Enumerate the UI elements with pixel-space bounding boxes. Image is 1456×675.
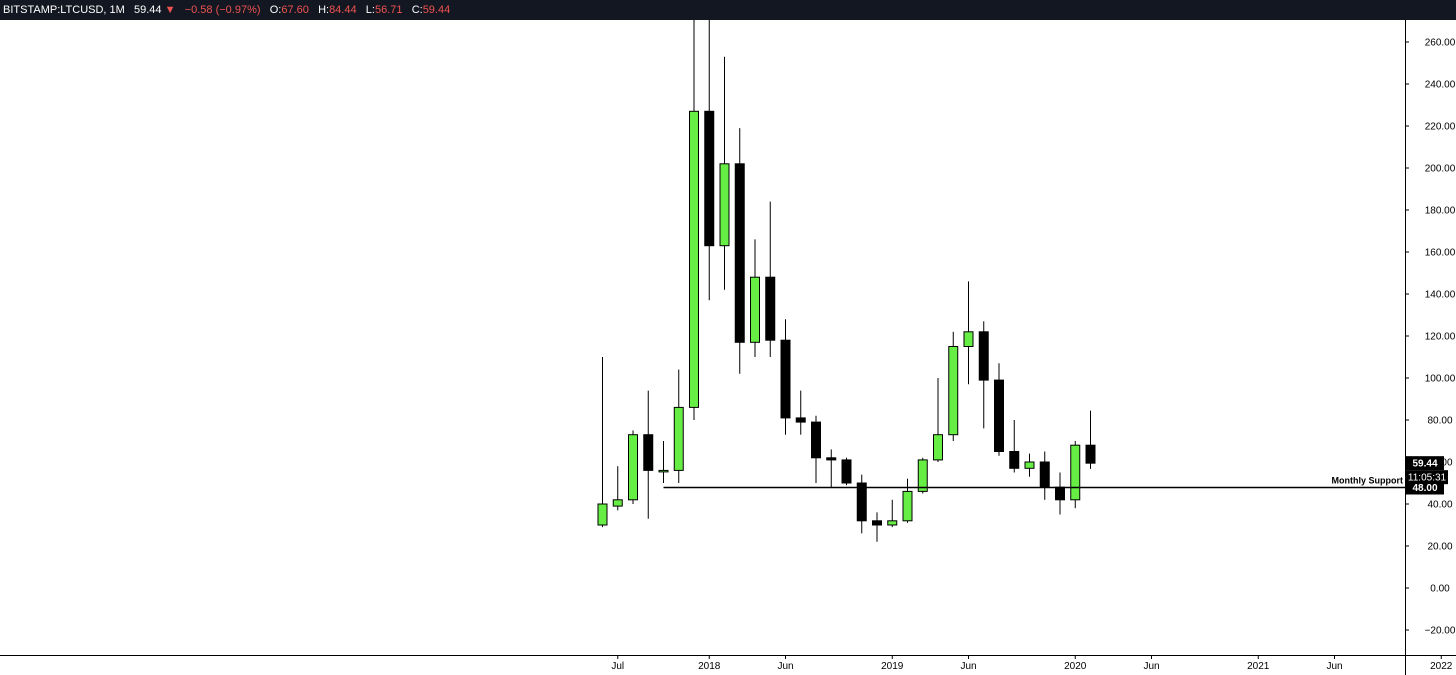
y-tick-label: 140.00: [1425, 290, 1456, 301]
candle-up[interactable]: [963, 331, 974, 347]
candle-up[interactable]: [948, 346, 959, 436]
candle-up[interactable]: [673, 406, 684, 471]
y-tick-label: 0.00: [1430, 584, 1450, 595]
candle-down[interactable]: [826, 457, 837, 461]
last-price-label: 59.44: [1412, 459, 1437, 470]
candle-up[interactable]: [902, 490, 913, 522]
candle-down[interactable]: [795, 417, 806, 423]
support-label: Monthly Support: [1332, 476, 1404, 486]
candle-down[interactable]: [872, 520, 882, 526]
x-tick-label: Jun: [777, 661, 793, 672]
y-tick-label: 20.00: [1427, 542, 1452, 553]
support-price-label: 48.00: [1412, 483, 1437, 494]
last-price: 59.44: [134, 4, 162, 16]
close-value: 59.44: [422, 4, 451, 16]
support-price-box: [1406, 480, 1444, 495]
countdown-label: 11:05:31: [1408, 473, 1447, 484]
candle-up[interactable]: [1070, 444, 1081, 501]
candle-down[interactable]: [1055, 486, 1065, 501]
candle-up[interactable]: [658, 469, 669, 473]
candle-up[interactable]: [933, 434, 943, 461]
low-label: L:: [365, 4, 375, 16]
candle-down[interactable]: [1085, 444, 1096, 464]
price-axis[interactable]: 260.00 240.00 220.00 200.00 180.00 160.00 140.…: [1405, 38, 1456, 637]
x-tick-label: 2022: [1430, 661, 1453, 672]
y-tick-label: 40.00: [1427, 500, 1452, 511]
candle-down[interactable]: [811, 421, 821, 459]
candle-down[interactable]: [765, 276, 776, 341]
y-tick-label: 160.00: [1425, 248, 1456, 259]
y-tick-label: 180.00: [1425, 206, 1456, 217]
candle-down[interactable]: [704, 110, 715, 247]
x-tick-label: Jul: [611, 661, 624, 672]
candle-up[interactable]: [612, 499, 623, 507]
candle-up[interactable]: [689, 110, 699, 408]
y-tick-label: 260.00: [1425, 38, 1456, 49]
y-tick-label: 240.00: [1425, 80, 1456, 91]
open-label: O:: [269, 4, 282, 16]
x-tick-label: 2018: [698, 661, 721, 672]
candle-up[interactable]: [628, 434, 638, 501]
close-label: C:: [411, 4, 423, 16]
x-tick-label: 2020: [1064, 661, 1087, 672]
candle-up[interactable]: [1024, 461, 1035, 469]
candle-down[interactable]: [1039, 461, 1050, 488]
candle-down[interactable]: [780, 339, 791, 419]
x-tick-label: Jun: [960, 661, 976, 672]
symbol-label[interactable]: BITSTAMP:LTCUSD, 1M: [3, 4, 125, 16]
candle-down[interactable]: [1009, 451, 1020, 469]
candle-up[interactable]: [719, 163, 730, 247]
high-value: 84.44: [329, 4, 357, 16]
time-axis[interactable]: Jul 2018 Jun 2019 Jun 2020 Jun 2021 Jun 2022: [611, 655, 1453, 672]
y-tick-label: 220.00: [1425, 122, 1456, 133]
low-value: 56.71: [374, 4, 403, 16]
y-tick-label: 200.00: [1425, 164, 1456, 175]
last-price-box: [1406, 456, 1444, 471]
x-tick-label: Jun: [1143, 661, 1159, 672]
candle-down[interactable]: [978, 331, 989, 381]
candle-up[interactable]: [887, 520, 898, 526]
chart-header: BITSTAMP:LTCUSD, 1M 59.44 ▼ −0.58 (−0.97…: [0, 0, 1456, 20]
y-tick-label: 80.00: [1427, 416, 1452, 427]
candle-up[interactable]: [917, 459, 928, 492]
candle-up[interactable]: [750, 276, 760, 343]
candle-down[interactable]: [994, 379, 1004, 453]
candle-down[interactable]: [643, 434, 654, 471]
y-tick-label: −20.00: [1425, 626, 1456, 637]
y-tick-label: 120.00: [1425, 332, 1456, 343]
candle-down[interactable]: [841, 459, 852, 484]
x-tick-label: 2021: [1247, 661, 1270, 672]
y-tick-label: 100.00: [1425, 374, 1456, 385]
down-arrow-icon: ▼: [164, 4, 176, 16]
candle-down[interactable]: [856, 482, 867, 522]
open-value: 67.60: [281, 4, 309, 16]
candle-down[interactable]: [734, 163, 745, 343]
x-tick-label: 2019: [881, 661, 904, 672]
candle-up[interactable]: [597, 503, 608, 526]
high-label: H:: [318, 4, 330, 16]
x-tick-label: Jun: [1326, 661, 1342, 672]
price-change: −0.58 (−0.97%): [184, 4, 261, 16]
